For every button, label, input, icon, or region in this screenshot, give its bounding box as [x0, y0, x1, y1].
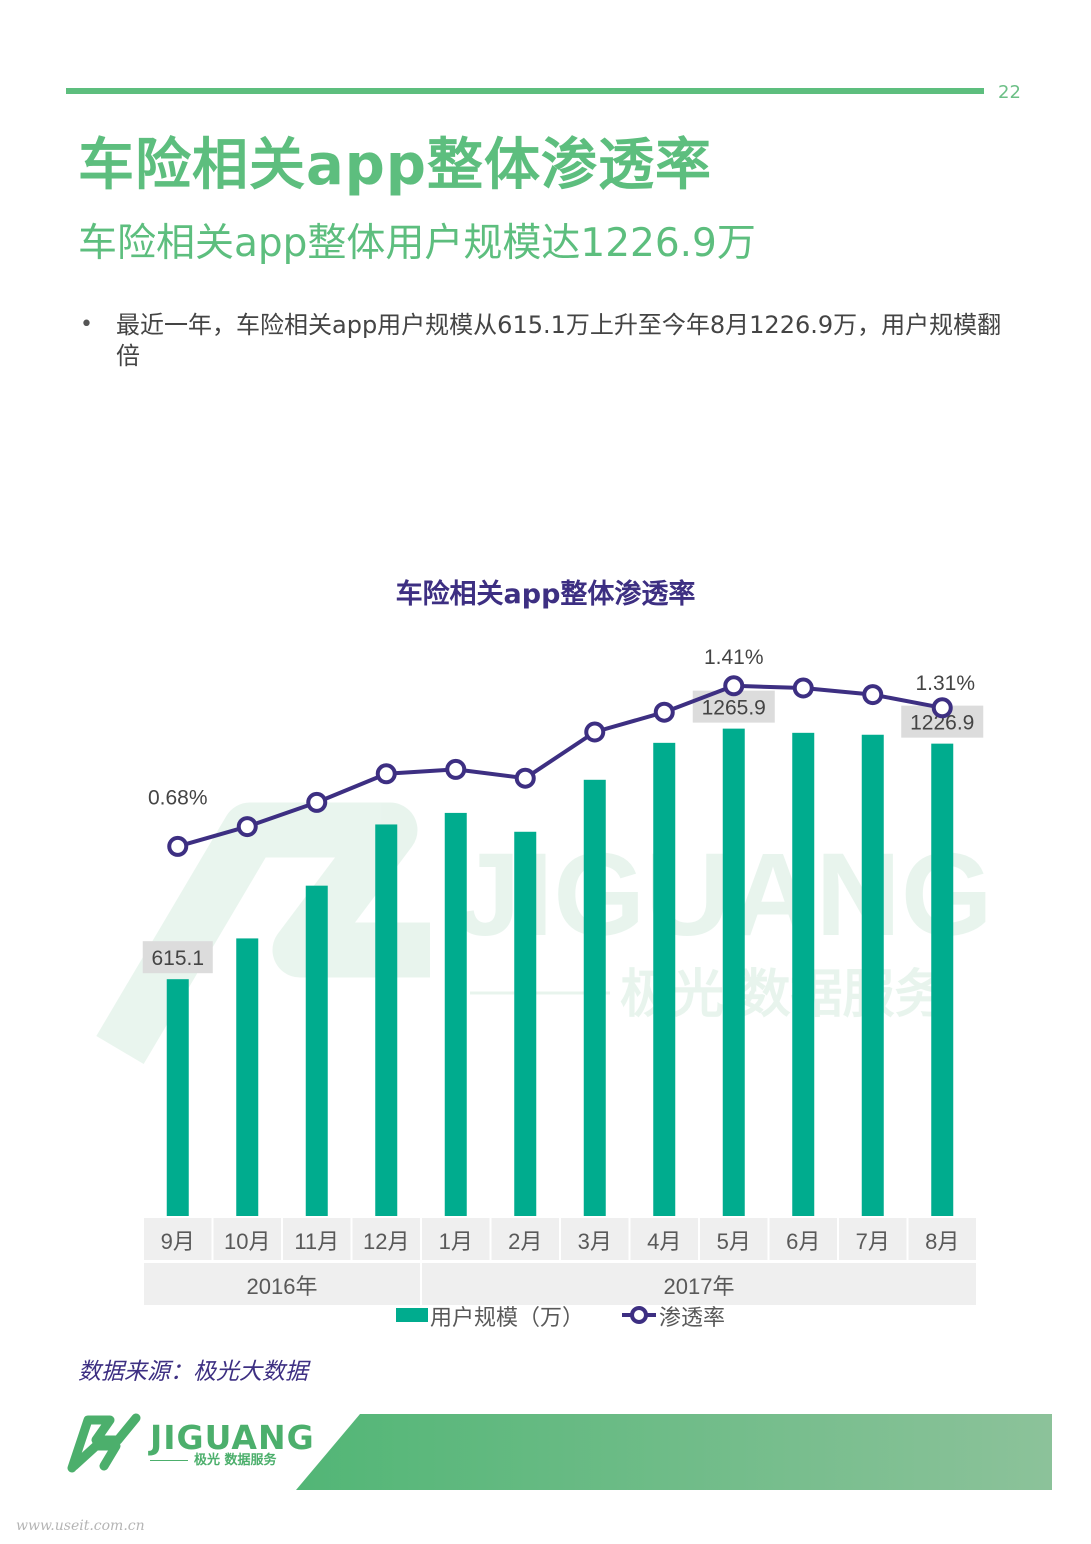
- axis-group-cell-1: [144, 1263, 420, 1305]
- bar-8: [653, 742, 676, 1216]
- line-point-8: [653, 701, 675, 723]
- bar-3: [305, 885, 328, 1216]
- x-tick-label-1: 9月: [161, 1229, 195, 1254]
- bar-data-label-1: 615.1: [151, 947, 204, 970]
- footer-band: [296, 1414, 1052, 1490]
- x-tick-label-9: 5月: [717, 1229, 751, 1254]
- axis-cell-7: [561, 1218, 629, 1260]
- bar-label-box-1: [142, 941, 213, 974]
- line-point-5: [445, 758, 467, 780]
- bar-7: [583, 779, 606, 1216]
- x-tick-label-5: 1月: [439, 1229, 473, 1254]
- line-point-3: [306, 791, 328, 813]
- bar-2: [236, 938, 259, 1216]
- axis-cell-2: [213, 1218, 281, 1260]
- line-point-9: [723, 675, 745, 697]
- axis-cell-3: [283, 1218, 351, 1260]
- x-tick-label-4: 12月: [363, 1229, 409, 1254]
- bullet-dot: •: [80, 312, 93, 337]
- bar-11: [861, 734, 884, 1216]
- logo-text: JIGUANG: [150, 1418, 315, 1457]
- page-number: 22: [998, 82, 1021, 103]
- x-tick-label-11: 7月: [856, 1229, 890, 1254]
- chart-title: 车险相关app整体渗透率: [395, 579, 696, 610]
- line-point-1: [167, 835, 189, 857]
- jiguang-logo-icon: [67, 1413, 141, 1473]
- bar-10: [792, 732, 815, 1216]
- line-data-label-9: 1.41%: [704, 646, 764, 669]
- axis-cell-8: [630, 1218, 698, 1260]
- line-data-label-1: 0.68%: [148, 786, 208, 809]
- bar-4: [375, 824, 398, 1216]
- axis-cell-6: [491, 1218, 559, 1260]
- data-source: 数据来源：极光大数据: [78, 1359, 308, 1385]
- line-point-11: [862, 684, 884, 706]
- axis-group-cell-2: [422, 1263, 976, 1305]
- x-tick-label-7: 3月: [578, 1229, 612, 1254]
- logo-subtitle-text: 极光 数据服务: [194, 1453, 277, 1468]
- bar-5: [444, 812, 467, 1216]
- line-series-penetration: [177, 683, 943, 849]
- line-point-6: [514, 767, 536, 789]
- x-tick-label-6: 2月: [508, 1229, 542, 1254]
- axis-cell-11: [839, 1218, 907, 1260]
- page-title: 车险相关app整体渗透率: [78, 133, 712, 198]
- top-rule: [66, 88, 984, 94]
- bullet-text: 最近一年，车险相关app用户规模从615.1万上升至今年8月1226.9万，用户…: [116, 311, 1002, 370]
- axis-cell-10: [769, 1218, 837, 1260]
- axis-cell-12: [908, 1218, 976, 1260]
- line-point-2: [236, 816, 258, 838]
- bar-9: [722, 728, 745, 1216]
- x-tick-label-8: 4月: [647, 1229, 681, 1254]
- legend-line-label: 渗透率: [659, 1305, 725, 1330]
- x-tick-label-12: 8月: [925, 1229, 959, 1254]
- x-tick-label-2: 10月: [224, 1229, 270, 1254]
- logo-subtitle: 极光 数据服务: [150, 1449, 277, 1468]
- legend-bar-label: 用户规模（万）: [430, 1305, 584, 1330]
- line-point-7: [584, 721, 606, 743]
- line-point-12: [931, 697, 953, 719]
- x-tick-label-10: 6月: [786, 1229, 820, 1254]
- bar-data-label-12: 1226.9: [910, 712, 974, 735]
- bar-6: [514, 831, 537, 1216]
- legend-line-marker: [630, 1306, 648, 1324]
- bar-12: [931, 743, 954, 1216]
- line-point-10: [792, 677, 814, 699]
- legend-bar-swatch: [396, 1308, 428, 1322]
- bar-data-label-9: 1265.9: [702, 697, 766, 720]
- axis-cell-1: [144, 1218, 212, 1260]
- footer-gradient-bar: [296, 1414, 1052, 1490]
- axis-cell-4: [352, 1218, 420, 1260]
- axis-cell-5: [422, 1218, 490, 1260]
- line-point-4: [375, 763, 397, 785]
- x-tick-label-3: 11月: [294, 1229, 339, 1254]
- line-data-label-12: 1.31%: [915, 672, 975, 695]
- x-group-label-2: 2017年: [664, 1274, 735, 1299]
- site-watermark: www.useit.com.cn: [16, 1518, 145, 1534]
- axis-cell-9: [700, 1218, 768, 1260]
- bar-1: [166, 979, 189, 1216]
- x-group-label-1: 2016年: [247, 1274, 318, 1299]
- page-subtitle: 车险相关app整体用户规模达1226.9万: [78, 221, 756, 266]
